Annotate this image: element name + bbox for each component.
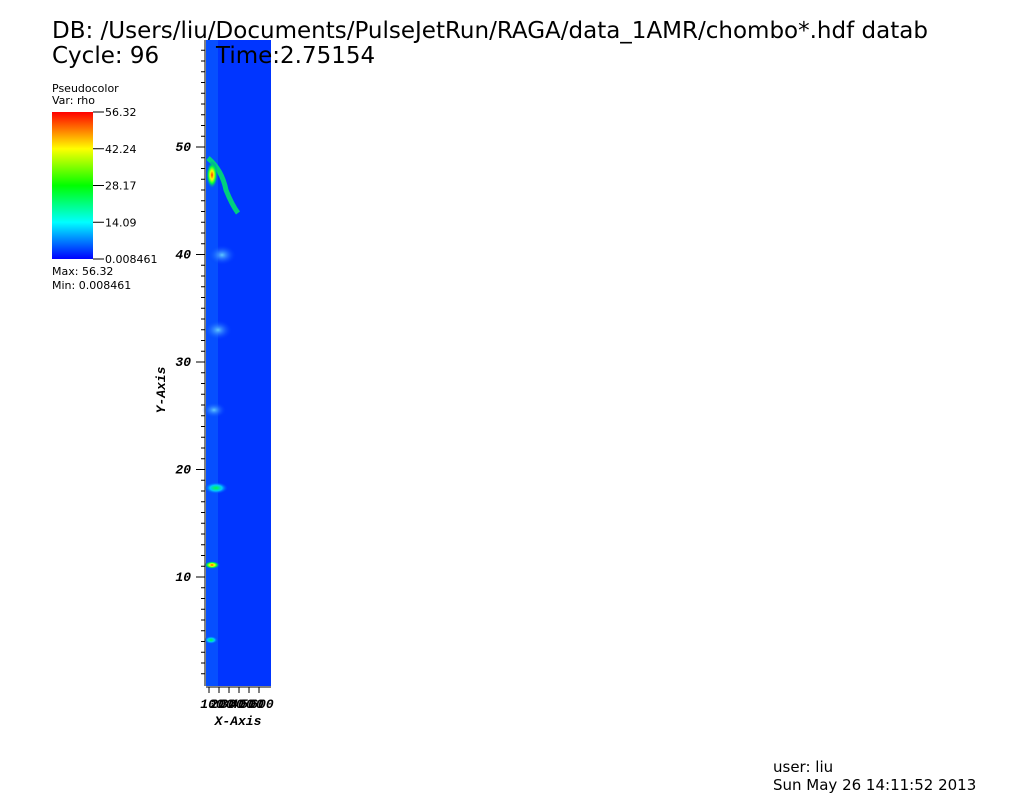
legend-label: 42.24	[105, 143, 137, 156]
y-tick-label: 10	[175, 570, 191, 585]
x-tick-label: 200	[210, 697, 234, 712]
x-axis-label: X-Axis	[214, 714, 262, 729]
x-tick-label: 500	[240, 697, 264, 712]
legend-label: 56.32	[105, 106, 137, 119]
x-tick-label: 400	[230, 697, 254, 712]
x-tick-label: 100	[200, 697, 224, 712]
db-path: DB: /Users/liu/Documents/PulseJetRun/RAG…	[52, 18, 928, 44]
x-tick-label: 300	[220, 697, 244, 712]
date: Sun May 26 14:11:52 2013	[773, 776, 976, 794]
field	[202, 40, 271, 686]
y-tick-label: 40	[175, 248, 191, 263]
legend-title: Pseudocolor	[52, 82, 119, 95]
x-tick-label: 600	[250, 697, 274, 712]
y-axis-label: Y-Axis	[154, 366, 169, 413]
user: user: liu	[773, 758, 833, 776]
legend-label: 0.008461	[105, 253, 158, 266]
time: Time:2.75154	[215, 43, 375, 69]
legend-min: Min: 0.008461	[52, 279, 131, 292]
legend-label: 14.09	[105, 216, 137, 229]
legend-var: Var: rho	[52, 94, 95, 107]
y-tick-label: 30	[175, 355, 191, 370]
cycle: Cycle: 96	[52, 43, 159, 69]
legend-max: Max: 56.32	[52, 265, 113, 278]
y-tick-label: 20	[175, 463, 191, 478]
legend-label: 28.17	[105, 180, 137, 193]
color-bar	[52, 112, 93, 259]
y-tick-label: 50	[175, 140, 191, 155]
